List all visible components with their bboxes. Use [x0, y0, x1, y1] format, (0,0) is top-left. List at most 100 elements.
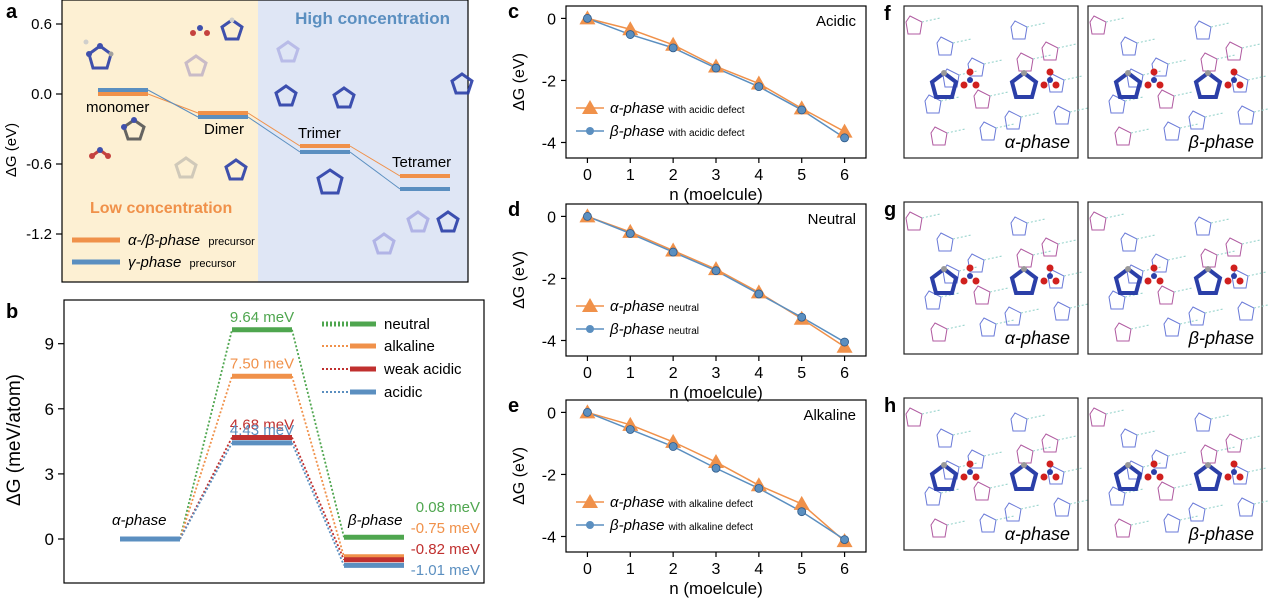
lattice-ring [1120, 232, 1138, 252]
legend-suffix: precursor [208, 236, 255, 248]
xtick-label: 1 [626, 365, 635, 382]
hbond-line [1105, 17, 1125, 23]
legend-beta-marker [586, 521, 594, 529]
series-line [587, 17, 845, 139]
hbond-line [1210, 22, 1230, 28]
lattice-ring [1004, 306, 1022, 326]
xtick-label: 3 [712, 561, 721, 578]
hbond-line [1179, 319, 1199, 325]
imidazolium-molecule [1193, 70, 1223, 99]
legend-alpha-marker [582, 298, 598, 312]
hbond-line [946, 324, 966, 330]
imidazolium-molecule [929, 70, 959, 99]
hbond-line [1247, 271, 1267, 277]
transition-line-acidic [291, 442, 345, 566]
legend-beta-marker [586, 325, 594, 333]
hbond-line [1247, 75, 1267, 81]
legend-beta-text: β-phase with alkaline defect [609, 517, 753, 534]
low-concentration-label: Low concentration [90, 200, 232, 217]
ytick-label: -2 [542, 271, 556, 288]
molecule-icon [450, 72, 474, 95]
xtick-label: 6 [840, 167, 849, 184]
hbond-line [1216, 446, 1236, 452]
molecule-icon [190, 25, 210, 36]
panel-a-ytick: 0.0 [31, 86, 52, 103]
beta-data-point [797, 507, 807, 517]
hbond-line [1173, 287, 1193, 293]
beta-value-label: 0.08 meV [416, 499, 480, 516]
hbond-line [1253, 304, 1268, 309]
structure-image: β-phase [1087, 397, 1268, 551]
hbond-line [1130, 520, 1150, 526]
hbond-line [1204, 112, 1224, 118]
nitrate-molecule [1231, 273, 1237, 279]
lattice-ring [1151, 449, 1169, 469]
hbond-line [1216, 250, 1236, 256]
lattice-ring [979, 121, 997, 141]
beta-data-point [754, 289, 764, 299]
condition-label: Neutral [808, 211, 856, 228]
imidazolium-molecule [1009, 462, 1039, 491]
hbond-line [1105, 213, 1125, 219]
molecule-icon [89, 147, 111, 159]
lattice-ring [1114, 518, 1132, 538]
lattice-ring [973, 89, 991, 109]
molecule-icon [224, 158, 248, 181]
lattice-ring [1053, 497, 1071, 517]
panel-e: e Alkaline 0 -2 -4 ΔG (eV) 0 1 2 3 4 5 6 n (moelcule)… [508, 395, 867, 598]
alpha-phase-label: α-phase [112, 512, 166, 529]
imidazolium-molecule [1009, 70, 1039, 99]
ytick-label: 0 [547, 11, 556, 28]
xtick-label: 2 [669, 365, 678, 382]
hbond-line [946, 520, 966, 526]
hbond-line [1026, 414, 1046, 420]
lattice-ring [1108, 94, 1126, 114]
lattice-ring [1114, 322, 1132, 342]
panel-e-ylabel: ΔG (eV) [511, 447, 528, 505]
hbond-line [1167, 59, 1187, 65]
nitrate-molecule [967, 77, 973, 83]
lattice-ring [1194, 412, 1212, 432]
xtick-label: 0 [583, 561, 592, 578]
legend-neutral: neutral [384, 316, 430, 333]
lattice-ring [1120, 36, 1138, 56]
hbond-line [1069, 303, 1089, 309]
panel-c-label: c [508, 1, 519, 23]
hbond-line [983, 255, 1003, 261]
xtick-label: 4 [754, 167, 763, 184]
beta-data-point [840, 133, 849, 143]
xtick-label: 6 [840, 365, 849, 382]
xtick-label: 2 [669, 167, 678, 184]
stage-label-dimer: Dimer [204, 121, 244, 138]
lattice-ring [1053, 105, 1071, 125]
lattice-ring [973, 285, 991, 305]
lattice-ring [1041, 433, 1059, 453]
nitrate-molecule [967, 273, 973, 279]
hbond-line [1136, 430, 1156, 436]
hbond-line [1136, 234, 1156, 240]
beta-data-point [583, 212, 592, 221]
legend-weak-acidic: weak acidic [383, 361, 462, 378]
beta-data-point [668, 247, 678, 257]
lattice-ring [1157, 89, 1175, 109]
hbond-line [1063, 271, 1083, 277]
lattice-ring [1225, 237, 1243, 257]
lattice-ring [1089, 211, 1107, 231]
xtick-label: 5 [797, 561, 806, 578]
lattice-ring [1089, 15, 1107, 35]
hbond-line [1032, 54, 1052, 60]
nitrate-molecule [1231, 77, 1237, 83]
hbond-line [1057, 239, 1077, 245]
hbond-line [1253, 108, 1268, 113]
ytick-label: 0 [547, 405, 556, 422]
ytick-label: -4 [542, 529, 556, 546]
beta-data-point [711, 266, 721, 276]
structure-phase-label: α-phase [1005, 132, 1070, 152]
hbond-line [1057, 43, 1077, 49]
hbond-line [1063, 467, 1083, 473]
beta-data-point [754, 82, 764, 92]
lattice-ring [905, 407, 923, 427]
panels-f-g-h: f α-phase β-phase g α-phase β-phase h α-phase β-… [884, 3, 1268, 551]
lattice-ring [979, 513, 997, 533]
panel-d-label: d [508, 199, 520, 221]
